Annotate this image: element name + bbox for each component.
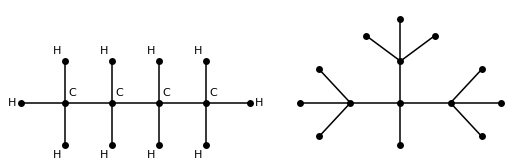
Text: H: H: [7, 98, 16, 108]
Text: H: H: [100, 46, 108, 56]
Text: H: H: [147, 46, 155, 56]
Text: H: H: [194, 46, 202, 56]
Text: C: C: [68, 88, 76, 98]
Text: C: C: [163, 88, 170, 98]
Text: H: H: [255, 98, 263, 108]
Text: H: H: [53, 46, 61, 56]
Text: H: H: [194, 150, 202, 160]
Text: H: H: [100, 150, 108, 160]
Text: H: H: [147, 150, 155, 160]
Text: H: H: [53, 150, 61, 160]
Text: C: C: [210, 88, 217, 98]
Text: C: C: [116, 88, 123, 98]
